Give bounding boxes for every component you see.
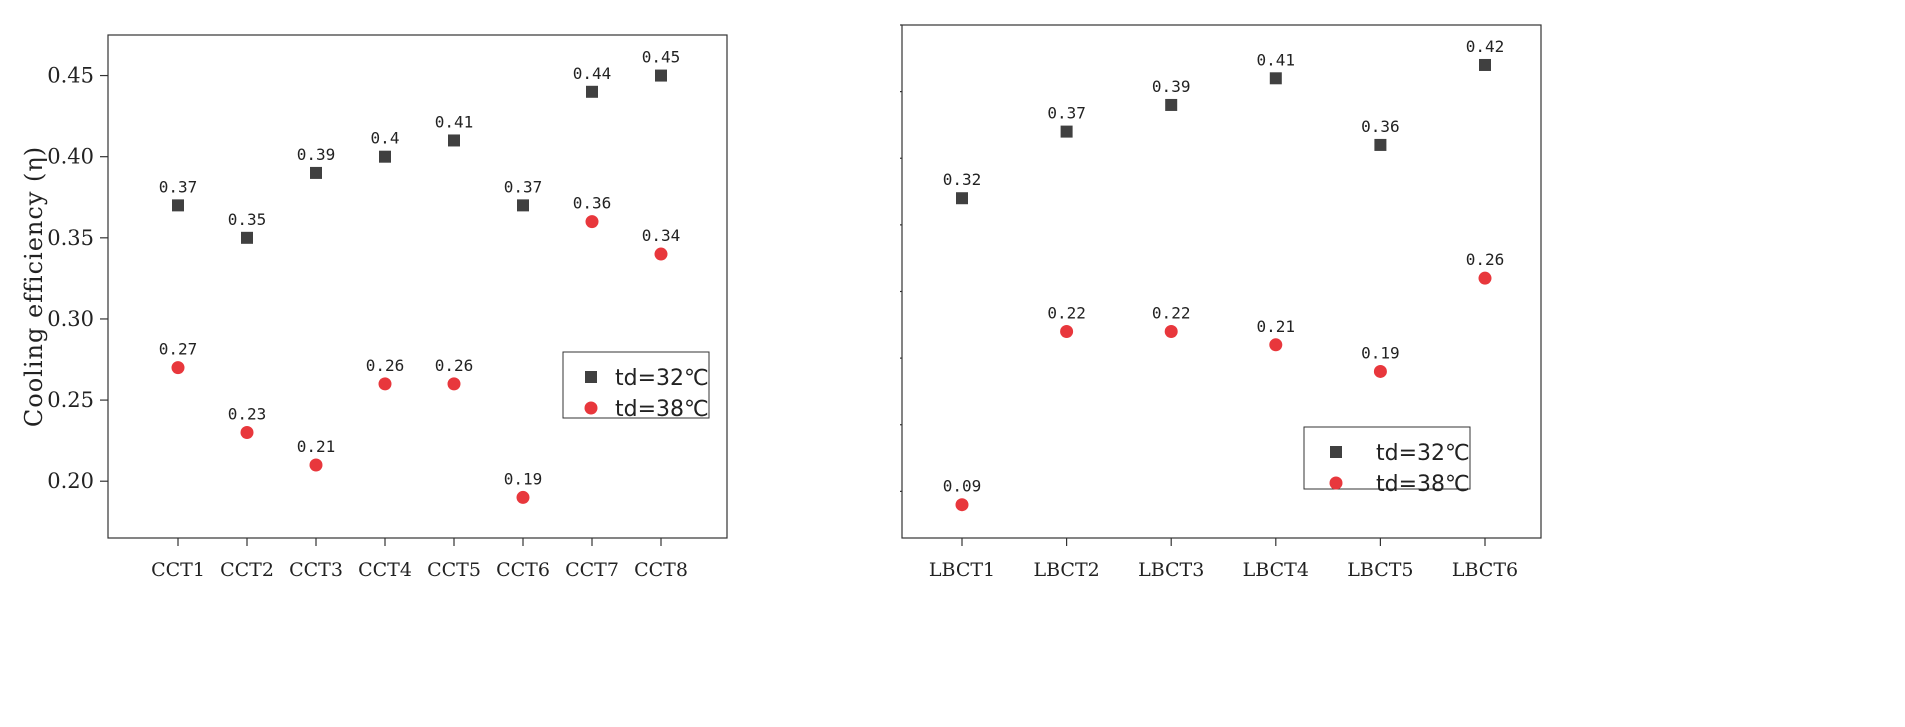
data-point-square [517,199,529,212]
legend-label: td=38℃ [1376,472,1470,497]
data-label: 0.41 [435,112,474,131]
data-label: 0.45 [642,48,681,67]
data-point-square [1060,125,1073,138]
chart-cct-plot: 0.20 0.25 0.30 0.35 0.40 0.45 Cooling efficien… [20,34,728,581]
data-point-circle [447,377,461,391]
data-point-square [448,134,460,147]
chart-cct: 0.20 0.25 0.30 0.35 0.40 0.45 Cooling efficien… [0,0,930,722]
data-label: 0.19 [1361,343,1400,362]
data-point-square [1374,138,1387,151]
data-point-circle [654,247,668,261]
data-point-square [1165,98,1178,111]
data-label: 0.34 [642,226,681,245]
data-label: 0.37 [1047,104,1086,123]
data-point-circle [1269,338,1283,352]
data-label: 0.27 [159,340,198,359]
data-point-square [1269,72,1282,85]
legend-label: td=32℃ [615,366,709,391]
data-point-square [172,199,184,212]
plot-frame [901,24,1542,539]
legend-marker-square [585,371,597,383]
data-label: 0.36 [573,194,612,213]
y-tick-label: 0.40 [47,145,94,169]
data-point-square [655,69,667,82]
data-label: 0.42 [1466,37,1505,56]
y-tick-label: 0.30 [47,307,94,331]
data-point-circle [378,377,392,391]
data-label: 0.26 [1466,250,1505,269]
data-point-square [1479,58,1491,71]
data-point-square [956,192,968,205]
x-category-label: CCT6 [496,559,550,581]
y-tick-label: 0.20 [47,469,94,493]
x-category-label: LBCT5 [1347,559,1413,581]
x-category-label: CCT1 [151,559,205,581]
x-category-label: CCT8 [634,559,688,581]
data-label: 0.09 [943,477,982,496]
data-label: 0.26 [366,356,405,375]
chart-lbct: 0.100.150.200.250.300.350.400.45Cooling … [820,0,1815,722]
x-category-label: CCT7 [565,559,619,581]
x-category-label: CCT4 [358,559,412,581]
data-label: 0.22 [1047,303,1086,322]
data-point-circle [171,361,185,375]
data-label: 0.4 [371,129,400,148]
data-point-circle [1478,271,1492,285]
data-label: 0.37 [504,177,543,196]
data-label: 0.32 [943,170,982,189]
x-category-label: CCT5 [427,559,481,581]
data-point-circle [309,458,323,472]
data-label: 0.37 [159,177,198,196]
data-label: 0.21 [1257,317,1296,336]
data-label: 0.36 [1361,117,1400,136]
data-point-circle [1060,324,1074,338]
x-category-label: LBCT3 [1138,559,1204,581]
y-tick-label: 0.35 [47,226,94,250]
data-point-square [241,231,253,244]
x-category-label: CCT2 [220,559,274,581]
data-label: 0.21 [297,437,336,456]
data-point-circle [1164,324,1178,338]
x-category-label: LBCT4 [1243,559,1309,581]
y-tick-label: 0.25 [47,388,94,412]
legend-marker-square [1330,446,1342,458]
data-label: 0.39 [1152,77,1191,96]
x-category-label: LBCT6 [1452,559,1518,581]
legend-label: td=32℃ [1376,441,1470,466]
data-label: 0.22 [1152,303,1191,322]
data-label: 0.41 [1257,50,1296,69]
x-category-label: CCT3 [289,559,343,581]
data-point-circle [955,498,969,512]
data-label: 0.23 [228,405,267,424]
chart-lbct-plot: 0.100.150.200.250.300.350.400.45Cooling … [820,13,1542,581]
data-label: 0.35 [228,210,267,229]
data-point-square [379,150,391,163]
data-label: 0.39 [297,145,336,164]
x-category-label: LBCT2 [1033,559,1099,581]
data-point-square [586,85,598,98]
data-point-circle [585,215,599,229]
legend-label: td=38℃ [615,397,709,422]
y-tick-label: 0.45 [47,64,94,88]
plot-frame [107,34,728,539]
data-point-square [310,166,322,179]
y-axis-title: Cooling efficiency (η) [20,146,48,427]
data-point-circle [1373,364,1387,378]
data-label: 0.26 [435,356,474,375]
data-label: 0.44 [573,64,612,83]
legend-marker-circle [584,401,598,415]
data-label: 0.19 [504,469,543,488]
x-category-label: LBCT1 [929,559,995,581]
legend-marker-circle [1329,476,1343,490]
data-point-circle [240,426,254,440]
data-point-circle [516,490,530,504]
